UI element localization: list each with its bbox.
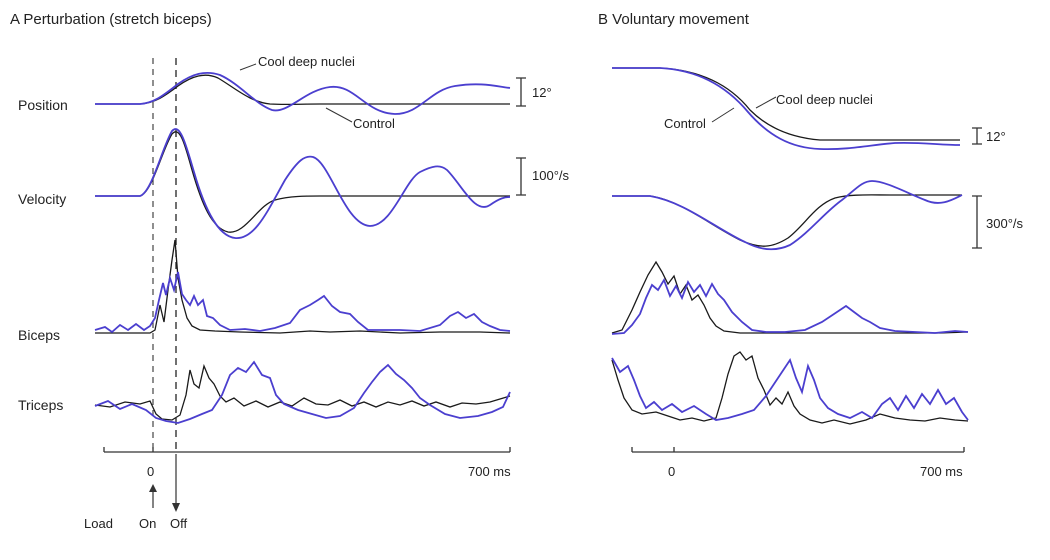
b-velocity-cool-trace — [612, 180, 963, 251]
a-position-cool-trace — [95, 71, 511, 115]
a-velocity-scale: 100°/s — [532, 168, 570, 183]
a-triceps-cool-trace — [94, 360, 511, 424]
a-triceps-control-trace — [94, 363, 511, 421]
row-label-velocity: Velocity — [18, 191, 66, 207]
a-axis-label-zero: 0 — [147, 464, 154, 479]
load-off-arrowhead — [172, 503, 180, 512]
b-control-label: Control — [664, 116, 706, 131]
row-label-triceps: Triceps — [18, 397, 63, 413]
b-axis-label-zero: 0 — [668, 464, 675, 479]
load-label: Load — [84, 516, 113, 531]
b-control-leader — [711, 107, 735, 123]
a-velocity-control-trace — [95, 131, 510, 233]
a-biceps-control-trace — [95, 239, 511, 334]
b-velocity-control-trace — [612, 194, 962, 247]
a-axis-label-end: 700 ms — [468, 464, 511, 479]
a-cool-leader — [239, 63, 257, 71]
a-biceps-cool-trace — [94, 271, 511, 334]
a-position-scale: 12° — [532, 85, 552, 100]
b-cool-leader — [755, 96, 777, 109]
b-velocity-scale: 300°/s — [986, 216, 1024, 231]
b-biceps-control-trace — [611, 260, 969, 334]
row-label-position: Position — [18, 97, 68, 113]
b-cool-label: Cool deep nuclei — [776, 92, 873, 107]
b-axis-label-end: 700 ms — [920, 464, 963, 479]
panel-a-title: A Perturbation (stretch biceps) — [10, 11, 212, 28]
row-label-biceps: Biceps — [18, 327, 60, 343]
b-triceps-cool-trace — [611, 357, 969, 421]
panel-b-title: B Voluntary movement — [598, 11, 750, 28]
a-velocity-cool-trace — [95, 128, 511, 239]
a-velocity-scale-bar — [516, 157, 526, 196]
a-position-scale-bar — [516, 77, 526, 107]
b-biceps-cool-trace — [611, 277, 969, 335]
a-cool-label: Cool deep nuclei — [258, 54, 355, 69]
b-position-cool-trace — [612, 67, 961, 151]
b-triceps-control-trace — [611, 351, 969, 425]
b-position-scale: 12° — [986, 129, 1006, 144]
b-velocity-scale-bar — [972, 195, 982, 249]
load-off-label: Off — [170, 516, 187, 531]
load-on-label: On — [139, 516, 156, 531]
a-control-label: Control — [353, 116, 395, 131]
load-on-arrowhead — [149, 484, 157, 492]
a-control-leader — [325, 107, 353, 123]
a-position-control-trace — [95, 74, 510, 106]
b-position-scale-bar — [972, 127, 982, 145]
